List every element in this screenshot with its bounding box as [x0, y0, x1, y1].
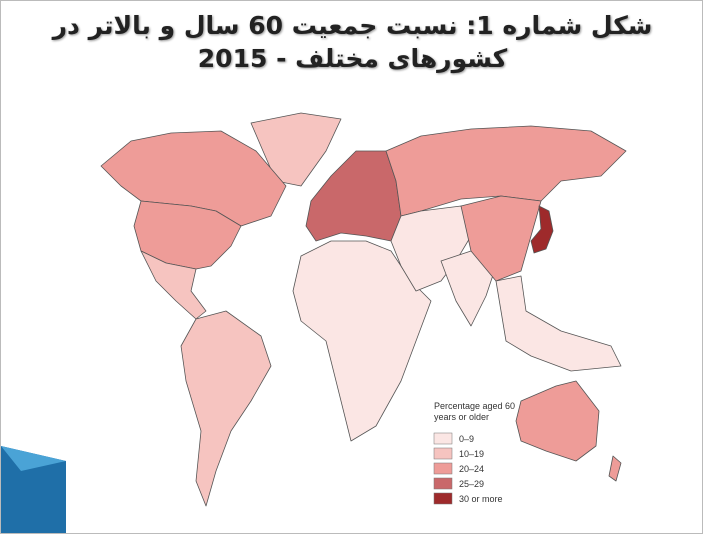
- region-greenland: [250, 112, 342, 187]
- region-south-america: [180, 310, 272, 507]
- title-line: شکل شماره 1: نسبت جمعیت 60 سال و بالاتر …: [52, 11, 653, 40]
- region-japan: [530, 205, 554, 254]
- legend-label: 0–9: [459, 434, 474, 444]
- legend-swatch: [433, 477, 453, 490]
- legend-swatch: [433, 447, 453, 460]
- region-usa: [133, 200, 242, 270]
- region-new-zealand: [608, 455, 622, 482]
- title-line: کشورهای مختلف - 2015: [197, 44, 508, 73]
- legend-swatch: [433, 432, 453, 445]
- legend: Percentage aged 60 years or older 0–9 10–1…: [433, 401, 515, 505]
- region-europe: [305, 150, 402, 242]
- region-middle-east: [390, 205, 472, 292]
- decoration: [1, 446, 66, 533]
- legend-label: 20–24: [459, 464, 484, 474]
- decoration: [1, 446, 66, 471]
- region-australia: [515, 380, 600, 462]
- legend-label: 10–19: [459, 449, 484, 459]
- legend-title-line: years or older: [434, 412, 489, 422]
- legend-swatch: [433, 462, 453, 475]
- region-mexico: [140, 250, 207, 320]
- legend-swatch: [433, 492, 453, 505]
- legend-label: 30 or more: [459, 494, 503, 504]
- region-southeast-asia: [495, 275, 622, 372]
- region-china: [460, 195, 542, 282]
- legend-title-line: Percentage aged 60: [434, 401, 515, 411]
- legend-title: Percentage aged 60 years or older: [434, 401, 515, 422]
- legend-label: 25–29: [459, 479, 484, 489]
- slide-title: شکل شماره 1: نسبت جمعیت 60 سال و بالاتر …: [1, 9, 702, 75]
- region-africa: [292, 240, 432, 442]
